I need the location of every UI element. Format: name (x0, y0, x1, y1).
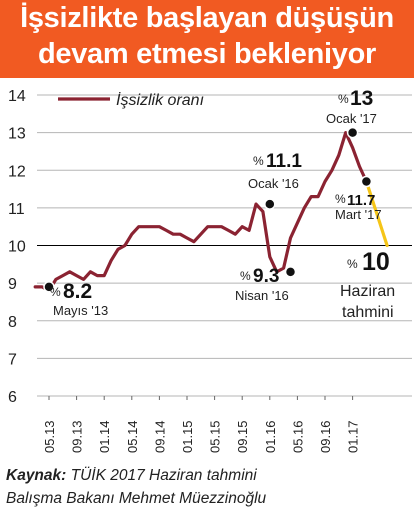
x-tick-label: 01.15 (180, 420, 195, 453)
annotation-value: 10 (362, 248, 390, 276)
source-line-2: Balışma Bakanı Mehmet Müezzinoğlu (6, 490, 267, 507)
line-chart: 6 7 8 9 10 11 12 13 14 05.13 09.13 01.14 05.14 09.14 0… (8, 87, 412, 453)
annotation-percent-sign: % (338, 92, 349, 106)
annotation-date-2: tahmini (342, 304, 394, 321)
y-tick-label: 12 (8, 163, 26, 180)
x-tick-label: 09.13 (70, 420, 85, 453)
source-text: TÜİK 2017 Haziran tahmini (66, 467, 257, 484)
annotation-date: Mart '17 (335, 207, 382, 222)
source-line-1: Kaynak: TÜİK 2017 Haziran tahmini (6, 467, 257, 485)
x-tick-label: 05.14 (125, 420, 140, 453)
annotation-value: 11.7 (347, 192, 375, 209)
x-tick-label: 05.16 (290, 420, 305, 453)
annotation-percent-sign: % (240, 269, 251, 283)
y-tick-label: 7 (8, 351, 17, 368)
series-line-issizlik (33, 130, 368, 293)
series-line-forecast (364, 179, 389, 248)
annotation-value: 9.3 (253, 266, 279, 287)
data-point-marker (284, 266, 297, 278)
annotation-percent-sign: % (347, 257, 358, 271)
annotation-date: Mayıs '13 (53, 303, 108, 318)
chart-title-line-2: devam etmesi bekleniyor (37, 38, 377, 70)
data-point-marker (43, 281, 55, 293)
y-tick-label: 11 (8, 201, 25, 218)
data-point-marker (346, 126, 359, 139)
x-tick-label: 01.17 (346, 420, 361, 453)
annotation-date: Haziran (340, 283, 395, 300)
data-point-marker (360, 175, 373, 188)
annotation-percent-sign: % (253, 154, 264, 168)
y-tick-label: 14 (8, 88, 26, 105)
source-label: Kaynak: (6, 467, 67, 484)
title-banner: İşsizlikte başlayan düşüşün devam etmesi… (0, 0, 414, 78)
x-tick-label: 05.15 (208, 420, 223, 453)
x-tick-label: 09.15 (235, 420, 250, 453)
annotation-date: Nisan '16 (235, 288, 289, 303)
annotation-date: Ocak '17 (326, 111, 377, 126)
y-tick-label: 10 (8, 239, 26, 256)
annotation-value: 11.1 (266, 151, 302, 172)
data-point-marker (264, 198, 276, 210)
annotation-value: 13 (350, 87, 373, 110)
y-tick-label: 13 (8, 126, 26, 143)
annotation-percent-sign: % (50, 285, 61, 299)
x-tick-label: 01.16 (263, 420, 278, 453)
annotation-value: 8.2 (63, 280, 92, 303)
x-tick-label: 01.14 (97, 420, 112, 453)
x-tick-label: 09.14 (152, 420, 167, 453)
x-tick-label: 09.16 (318, 420, 333, 453)
y-tick-label: 9 (8, 276, 17, 293)
annotation-percent-sign: % (335, 192, 346, 206)
chart-title-line-1: İşsizlikte başlayan düşüşün (20, 2, 394, 34)
annotation-date: Ocak '16 (248, 176, 299, 191)
legend-label: İşsizlik oranı (116, 90, 204, 109)
x-tick-label: 05.13 (42, 420, 57, 453)
y-tick-label: 8 (8, 314, 17, 331)
y-tick-label: 6 (8, 389, 17, 406)
